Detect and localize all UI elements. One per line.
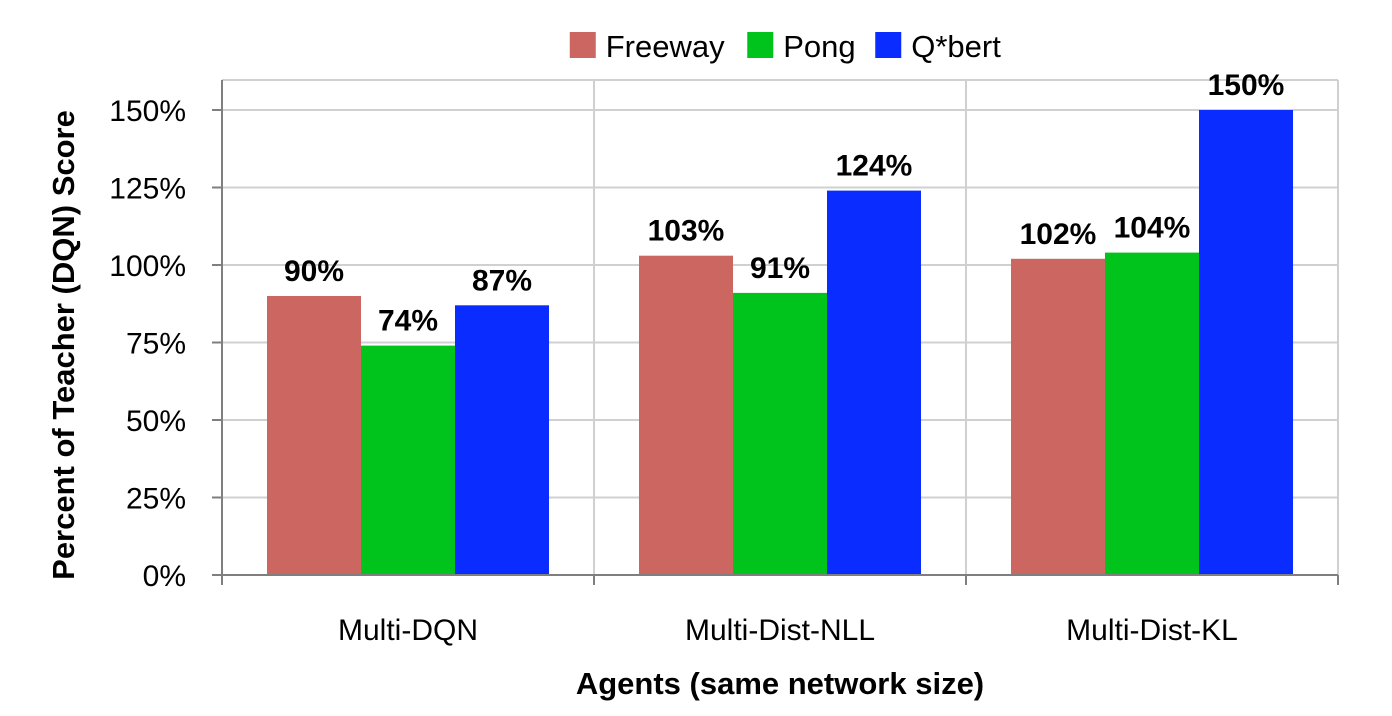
data-label-q-bert-multi-dqn: 87% bbox=[472, 264, 532, 297]
x-category-label-multi-dist-kl: Multi-Dist-KL bbox=[1066, 614, 1238, 647]
bar-pong-multi-dist-kl bbox=[1105, 252, 1199, 575]
bar-freeway-multi-dqn bbox=[267, 296, 361, 575]
x-category-label-multi-dist-nll: Multi-Dist-NLL bbox=[685, 614, 875, 647]
legend-label-freeway: Freeway bbox=[606, 29, 725, 64]
legend-swatch-freeway bbox=[569, 32, 596, 58]
y-tick-label-100: 100% bbox=[109, 250, 186, 283]
y-tick-label-0: 0% bbox=[143, 560, 186, 593]
x-category-label-multi-dqn: Multi-DQN bbox=[338, 614, 478, 647]
bar-freeway-multi-dist-kl bbox=[1011, 258, 1105, 575]
bar-q-bert-multi-dist-kl bbox=[1199, 110, 1293, 575]
y-tick-labels: 0% 25% 50% 75% 100% 125% 150% bbox=[109, 95, 186, 593]
x-axis-title: Agents (same network size) bbox=[576, 666, 984, 701]
x-category-labels: Multi-DQN Multi-Dist-NLL Multi-Dist-KL bbox=[338, 614, 1238, 647]
data-labels: 90% 74% 87% 103% 91% 124% 102% 104% 150% bbox=[284, 69, 1284, 338]
bar-pong-multi-dqn bbox=[361, 345, 455, 575]
data-label-pong-multi-dist-kl: 104% bbox=[1114, 212, 1191, 245]
bar-pong-multi-dist-nll bbox=[733, 292, 827, 575]
legend-item-pong: Pong bbox=[747, 29, 856, 64]
legend-label-q-bert: Q*bert bbox=[911, 29, 1001, 64]
legend: Freeway Pong Q*bert bbox=[569, 29, 1001, 64]
y-tick-label-150: 150% bbox=[109, 95, 186, 128]
data-label-freeway-multi-dist-kl: 102% bbox=[1020, 218, 1097, 251]
bars bbox=[267, 110, 1293, 575]
legend-label-pong: Pong bbox=[783, 29, 855, 64]
data-label-q-bert-multi-dist-nll: 124% bbox=[836, 150, 913, 183]
y-tick-label-125: 125% bbox=[109, 173, 186, 206]
y-tick-label-50: 50% bbox=[126, 405, 186, 438]
bar-q-bert-multi-dist-nll bbox=[827, 190, 921, 575]
bar-freeway-multi-dist-nll bbox=[639, 255, 733, 575]
legend-item-freeway: Freeway bbox=[569, 29, 725, 64]
y-tick-label-75: 75% bbox=[126, 328, 186, 361]
data-label-q-bert-multi-dist-kl: 150% bbox=[1208, 69, 1285, 102]
y-axis-title: Percent of Teacher (DQN) Score bbox=[46, 110, 81, 580]
y-tick-label-25: 25% bbox=[126, 483, 186, 516]
legend-swatch-pong bbox=[747, 32, 774, 58]
data-label-freeway-multi-dist-nll: 103% bbox=[648, 215, 725, 248]
bar-q-bert-multi-dqn bbox=[455, 305, 549, 575]
data-label-pong-multi-dist-nll: 91% bbox=[750, 252, 810, 285]
legend-item-q-bert: Q*bert bbox=[875, 29, 1001, 64]
data-label-freeway-multi-dqn: 90% bbox=[284, 255, 344, 288]
axes bbox=[212, 80, 1339, 585]
data-label-pong-multi-dqn: 74% bbox=[378, 305, 438, 338]
legend-swatch-q-bert bbox=[875, 32, 902, 58]
